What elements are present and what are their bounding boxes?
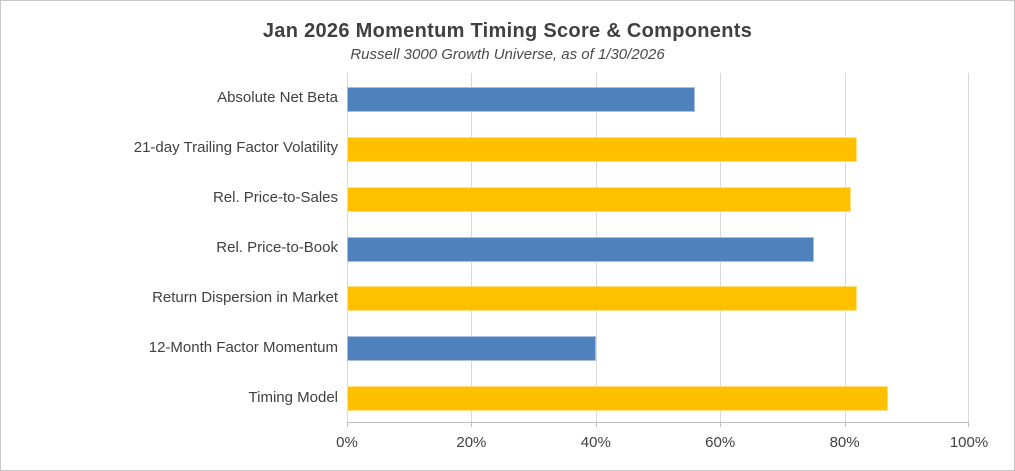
gridline-80 — [844, 73, 846, 422]
chart-title: Jan 2026 Momentum Timing Score & Compone… — [262, 20, 753, 42]
x-tick-label: 60% — [705, 434, 736, 451]
category-label: Timing Model — [248, 388, 338, 406]
axis-tick-20 — [471, 422, 473, 427]
category-label: Absolute Net Beta — [217, 89, 338, 107]
plot-area — [347, 73, 969, 427]
chart-subtitle: Russell 3000 Growth Universe, as of 1/30… — [350, 46, 665, 63]
axis-tick-40 — [595, 422, 597, 427]
axis-tick-80 — [844, 422, 846, 427]
bar-timing-model — [347, 386, 889, 412]
x-tick-label: 100% — [949, 434, 989, 451]
category-label: Rel. Price-to-Sales — [212, 189, 338, 207]
category-label: Rel. Price-to-Book — [216, 238, 338, 256]
gridline-100 — [968, 73, 969, 422]
category-label: 12-Month Factor Momentum — [148, 338, 338, 356]
x-tick-label: 0% — [336, 434, 358, 451]
axis-tick-100 — [968, 422, 969, 427]
x-tick-label: 80% — [829, 434, 860, 451]
category-label: Return Dispersion in Market — [152, 288, 338, 306]
bar-return-dispersion-in-market — [347, 286, 858, 312]
axis-tick-60 — [720, 422, 722, 427]
bar-12-month-factor-momentum — [347, 336, 596, 362]
bar-rel-price-to-book — [347, 236, 814, 262]
bar-21-day-trailing-factor-volatility — [347, 136, 858, 162]
category-label: 21-day Trailing Factor Volatility — [133, 139, 338, 157]
x-tick-label: 40% — [580, 434, 611, 451]
bar-rel-price-to-sales — [347, 186, 851, 212]
x-tick-label: 20% — [456, 434, 487, 451]
bar-absolute-net-beta — [347, 86, 696, 112]
axis-tick-0 — [347, 422, 348, 427]
